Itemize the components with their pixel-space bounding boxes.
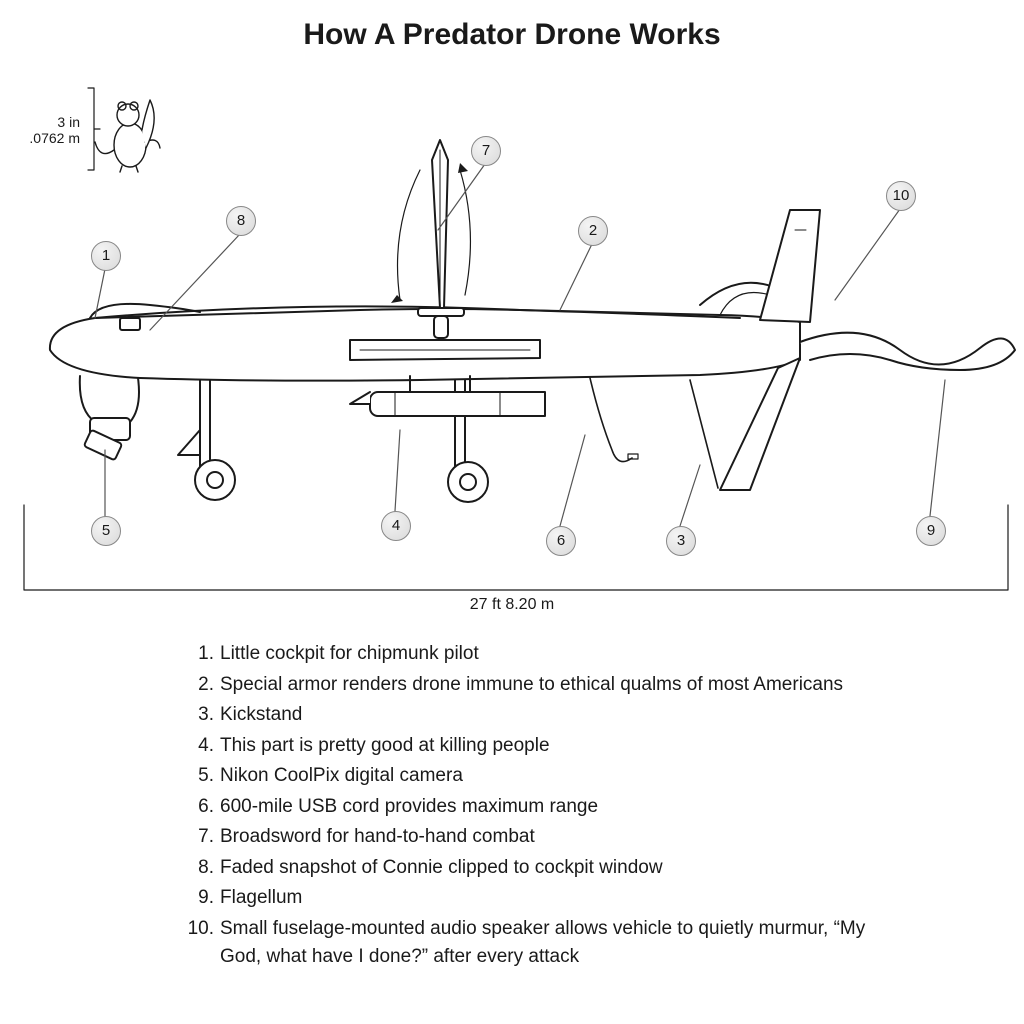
legend-row: 10. Small fuselage-mounted audio speaker… — [180, 915, 900, 972]
legend-text: Nikon CoolPix digital camera — [220, 762, 900, 791]
callout-6: 6 — [546, 526, 576, 556]
legend-text: Broadsword for hand-to-hand combat — [220, 823, 900, 852]
legend-text: This part is pretty good at killing peop… — [220, 732, 900, 761]
legend: 1. Little cockpit for chipmunk pilot 2. … — [180, 640, 900, 974]
legend-num: 7. — [180, 823, 220, 852]
callout-4: 4 — [381, 511, 411, 541]
legend-text: Little cockpit for chipmunk pilot — [220, 640, 900, 669]
legend-text: Kickstand — [220, 701, 900, 730]
legend-num: 2. — [180, 671, 220, 700]
callout-1: 1 — [91, 241, 121, 271]
drone-svg — [0, 60, 1024, 620]
legend-text: Faded snapshot of Connie clipped to cock… — [220, 854, 900, 883]
callout-5: 5 — [91, 516, 121, 546]
legend-row: 2. Special armor renders drone immune to… — [180, 671, 900, 700]
legend-row: 7. Broadsword for hand-to-hand combat — [180, 823, 900, 852]
legend-num: 8. — [180, 854, 220, 883]
legend-row: 5. Nikon CoolPix digital camera — [180, 762, 900, 791]
legend-row: 8. Faded snapshot of Connie clipped to c… — [180, 854, 900, 883]
page-title: How A Predator Drone Works — [0, 18, 1024, 52]
legend-text: Special armor renders drone immune to et… — [220, 671, 900, 700]
legend-text: Flagellum — [220, 884, 900, 913]
callout-7: 7 — [471, 136, 501, 166]
length-label: 27 ft 8.20 m — [0, 596, 1024, 614]
legend-num: 6. — [180, 793, 220, 822]
callout-2: 2 — [578, 216, 608, 246]
legend-text: Small fuselage-mounted audio speaker all… — [220, 915, 900, 972]
legend-num: 3. — [180, 701, 220, 730]
legend-num: 5. — [180, 762, 220, 791]
legend-row: 4. This part is pretty good at killing p… — [180, 732, 900, 761]
legend-row: 3. Kickstand — [180, 701, 900, 730]
scale-ref-line1: 3 in — [30, 114, 80, 130]
legend-text: 600-mile USB cord provides maximum range — [220, 793, 900, 822]
legend-num: 4. — [180, 732, 220, 761]
callout-9: 9 — [916, 516, 946, 546]
callout-3: 3 — [666, 526, 696, 556]
legend-num: 1. — [180, 640, 220, 669]
legend-row: 6. 600-mile USB cord provides maximum ra… — [180, 793, 900, 822]
callout-8: 8 — [226, 206, 256, 236]
legend-num: 10. — [180, 915, 220, 972]
legend-num: 9. — [180, 884, 220, 913]
scale-ref-line2: .0762 m — [20, 130, 80, 146]
diagram-container: 3 in .0762 m — [0, 60, 1024, 620]
callout-10: 10 — [886, 181, 916, 211]
legend-row: 9. Flagellum — [180, 884, 900, 913]
legend-row: 1. Little cockpit for chipmunk pilot — [180, 640, 900, 669]
